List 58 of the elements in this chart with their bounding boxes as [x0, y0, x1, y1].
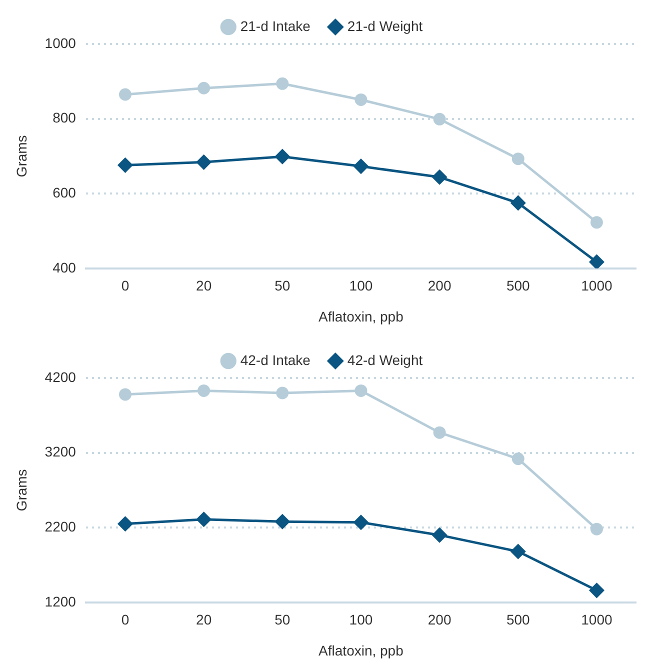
point	[118, 88, 132, 101]
point	[198, 384, 210, 397]
x-axis-title: Aflatoxin, ppb	[318, 308, 404, 324]
x-tick-label: 20	[196, 278, 212, 294]
point	[196, 512, 212, 527]
x-tick-label: 500	[506, 612, 530, 628]
x-tick-label: 50	[274, 612, 290, 628]
x-tick-label: 100	[349, 278, 373, 294]
point	[118, 516, 132, 532]
x-tick-label: 1000	[581, 278, 612, 294]
point	[433, 426, 446, 439]
x-tick-label: 1000	[581, 612, 612, 628]
point	[354, 159, 368, 174]
point	[118, 158, 132, 172]
legend-label: 42-d Intake	[240, 352, 311, 368]
x-tick-label: 50	[274, 278, 290, 294]
point	[276, 386, 289, 400]
legend-label: 42-d Weight	[347, 352, 423, 368]
x-tick-label: 20	[196, 612, 212, 628]
x-tick-label: 0	[121, 278, 130, 294]
y-tick-label: 4200	[44, 368, 76, 385]
y-tick-label: 3200	[44, 444, 76, 460]
point	[275, 514, 290, 529]
point	[432, 528, 447, 542]
point	[590, 522, 603, 536]
point	[512, 452, 524, 466]
y-tick-label: 1000	[44, 34, 76, 51]
x-axis-title: Aflatoxin, ppb	[318, 642, 404, 658]
point	[354, 93, 368, 106]
legend-label: 21-d Intake	[240, 18, 311, 34]
point	[354, 515, 368, 530]
point	[512, 152, 524, 166]
legend-label: 21-d Weight	[347, 18, 423, 34]
point	[589, 583, 604, 598]
point	[275, 149, 290, 164]
point	[510, 544, 526, 559]
y-tick-label: 400	[52, 259, 76, 276]
y-tick-label: 2200	[44, 518, 76, 534]
x-tick-label: 0	[121, 612, 130, 628]
y-tick-label: 600	[52, 184, 76, 200]
point	[432, 170, 447, 184]
x-tick-label: 100	[349, 612, 373, 628]
point	[118, 388, 132, 401]
point	[198, 82, 210, 94]
x-tick-label: 200	[428, 612, 452, 628]
y-tick-label: 1200	[44, 593, 76, 610]
y-axis-title: Grams	[13, 469, 30, 512]
x-tick-label: 200	[428, 278, 452, 294]
x-tick-label: 500	[506, 278, 530, 294]
point	[589, 254, 604, 268]
point	[196, 154, 212, 170]
point	[510, 196, 526, 210]
point	[590, 216, 603, 229]
point	[354, 384, 368, 397]
point	[276, 77, 289, 90]
y-axis-title: Grams	[13, 135, 30, 178]
y-tick-label: 800	[52, 110, 76, 126]
point	[433, 112, 446, 126]
